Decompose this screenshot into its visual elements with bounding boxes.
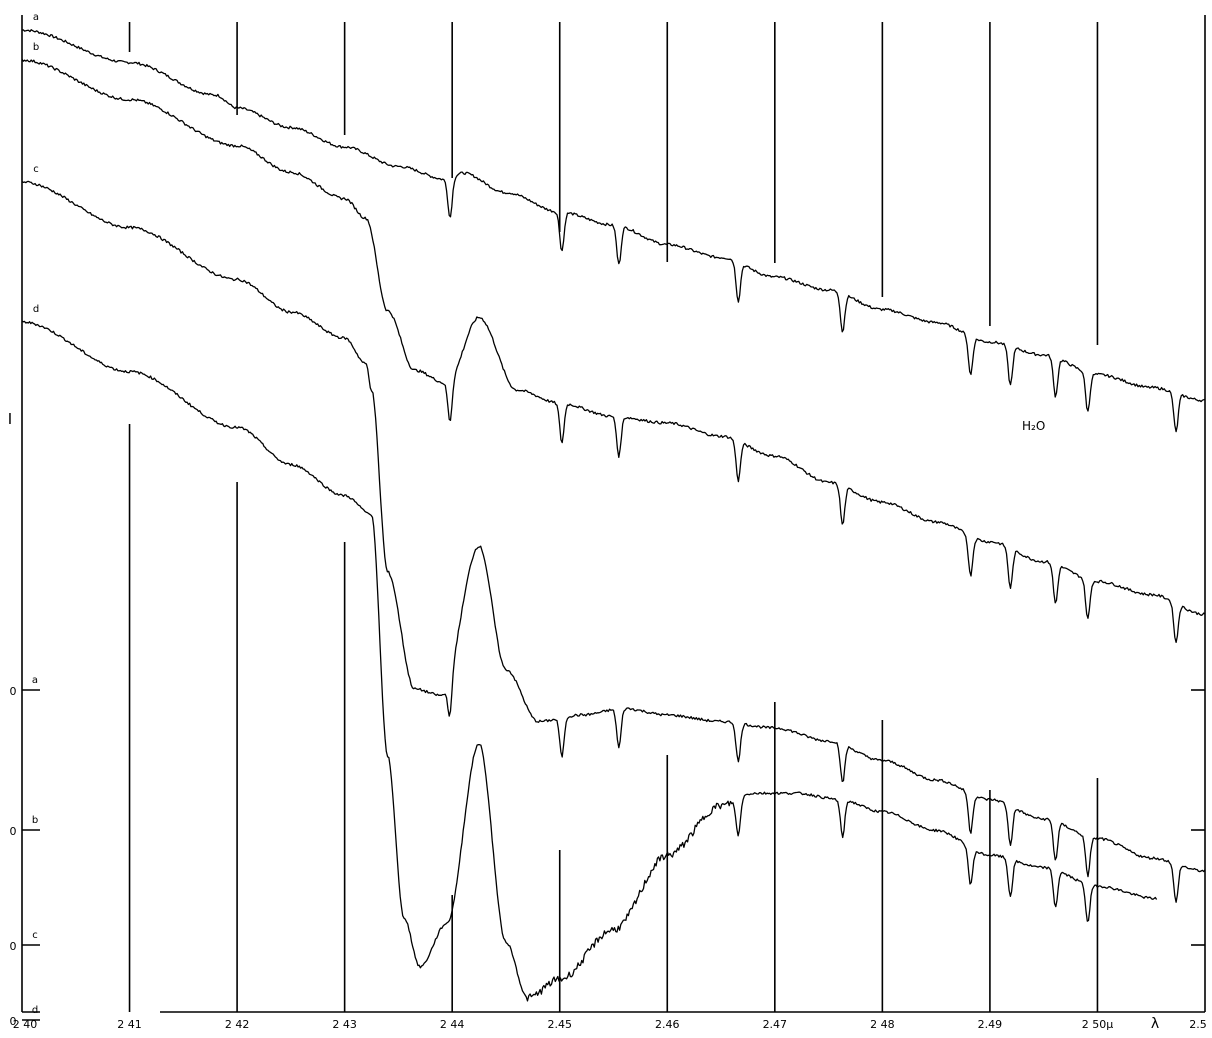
x-tick-label: 2.45 xyxy=(547,1018,572,1031)
x-tick-label: 2.49 xyxy=(978,1018,1003,1031)
x-tick-label: 2 48 xyxy=(870,1018,895,1031)
zero-label-d: 0 xyxy=(10,1015,17,1028)
x-tick-label: 2 43 xyxy=(332,1018,357,1031)
series-label-d: d xyxy=(33,304,39,315)
x-tick-label: 2 50μ xyxy=(1082,1018,1114,1031)
spectrum-line-b xyxy=(21,58,1206,644)
x-tick-label: 2.5 xyxy=(1189,1018,1207,1031)
x-tick-label: 2.46 xyxy=(655,1018,680,1031)
series-label-b: b xyxy=(33,42,39,53)
zero-series-letter-b: b xyxy=(32,815,38,826)
x-tick-label: 2.47 xyxy=(763,1018,788,1031)
wavelength-gridlines xyxy=(21,15,1206,1013)
zero-series-letter-c: c xyxy=(32,930,38,941)
spectrum-line-c xyxy=(21,180,1206,903)
zero-level-markers: 0 a 0 b 0 c 0 d xyxy=(10,675,40,1028)
x-axis-label: λ xyxy=(1151,1016,1159,1032)
y-axis-label: I xyxy=(8,410,12,428)
zero-series-letter-a: a xyxy=(32,675,38,686)
zero-series-letter-d: d xyxy=(32,1005,38,1016)
x-tick-label: 2 44 xyxy=(440,1018,465,1031)
x-tick-label: 2 41 xyxy=(117,1018,142,1031)
zero-label-a: 0 xyxy=(10,685,17,698)
zero-label-b: 0 xyxy=(10,825,17,838)
zero-label-c: 0 xyxy=(10,940,17,953)
spectrum-traces: a b c d xyxy=(21,12,1206,1002)
series-label-a: a xyxy=(33,12,39,23)
spectrum-line-d xyxy=(21,320,1158,1002)
x-tick-labels: 2 40 2 41 2 42 2 43 2 44 2.45 2.46 2.47 2 48 2.49… xyxy=(13,1018,1207,1031)
spectrum-line-a xyxy=(21,29,1206,433)
x-tick-label: 2 42 xyxy=(225,1018,250,1031)
series-label-c: c xyxy=(33,164,39,175)
x-tick-label: 2 40 xyxy=(13,1018,38,1031)
h2o-annotation: H₂O xyxy=(1022,419,1045,433)
